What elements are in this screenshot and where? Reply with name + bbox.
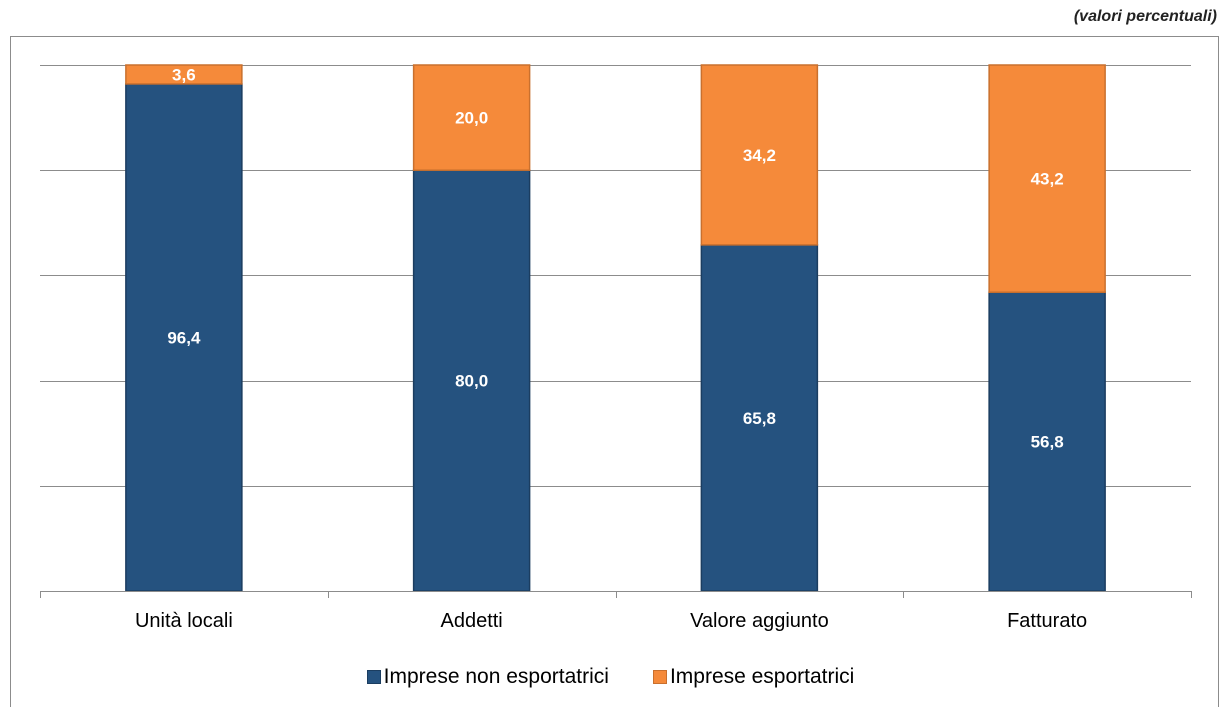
legend-item-non-exporting: Imprese non esportatrici — [366, 665, 609, 689]
stacked-bar-chart: Unità locali Addetti Valore aggiunto Fattur… — [40, 64, 1192, 632]
data-label: 56,8 — [1031, 433, 1064, 452]
bar-segment-exporting — [125, 64, 243, 85]
data-label: 34,2 — [743, 146, 776, 165]
data-label: 3,6 — [172, 65, 196, 84]
data-label: 80,0 — [455, 372, 488, 391]
x-tick-label: Valore aggiunto — [690, 610, 829, 632]
legend-item-exporting: Imprese esportatrici — [652, 665, 855, 689]
data-label: 43,2 — [1031, 170, 1064, 189]
bar-segment-exporting — [700, 64, 819, 246]
chart-frame — [10, 36, 1219, 707]
legend: Imprese non esportatrici Imprese esporta… — [0, 662, 1221, 692]
x-tick-label: Fatturato — [1007, 610, 1087, 632]
bar-segment-non-exporting — [412, 169, 531, 592]
data-labels: 96,4 3,6 80,0 20,0 65,8 34,2 56,8 43,2 — [167, 65, 1063, 451]
x-tick-label: Addetti — [440, 610, 502, 632]
unit-note: (valori percentuali) — [1073, 8, 1217, 25]
legend-swatch-non-exporting — [366, 670, 381, 684]
bars — [125, 64, 1106, 592]
bar-segment-non-exporting — [700, 244, 819, 592]
bar-segment-exporting — [412, 64, 531, 171]
bar-segment-non-exporting — [125, 83, 243, 592]
bar-segment-exporting — [988, 64, 1106, 293]
data-label: 96,4 — [167, 328, 201, 347]
data-label: 65,8 — [743, 409, 776, 428]
x-axis: Unità locali Addetti Valore aggiunto Fattur… — [40, 591, 1192, 632]
legend-swatch-exporting — [652, 670, 667, 684]
legend-label-non-exporting: Imprese non esportatrici — [383, 665, 609, 688]
legend-label-exporting: Imprese esportatrici — [669, 665, 855, 688]
x-tick-label: Unità locali — [135, 610, 233, 632]
data-label: 20,0 — [455, 109, 488, 128]
